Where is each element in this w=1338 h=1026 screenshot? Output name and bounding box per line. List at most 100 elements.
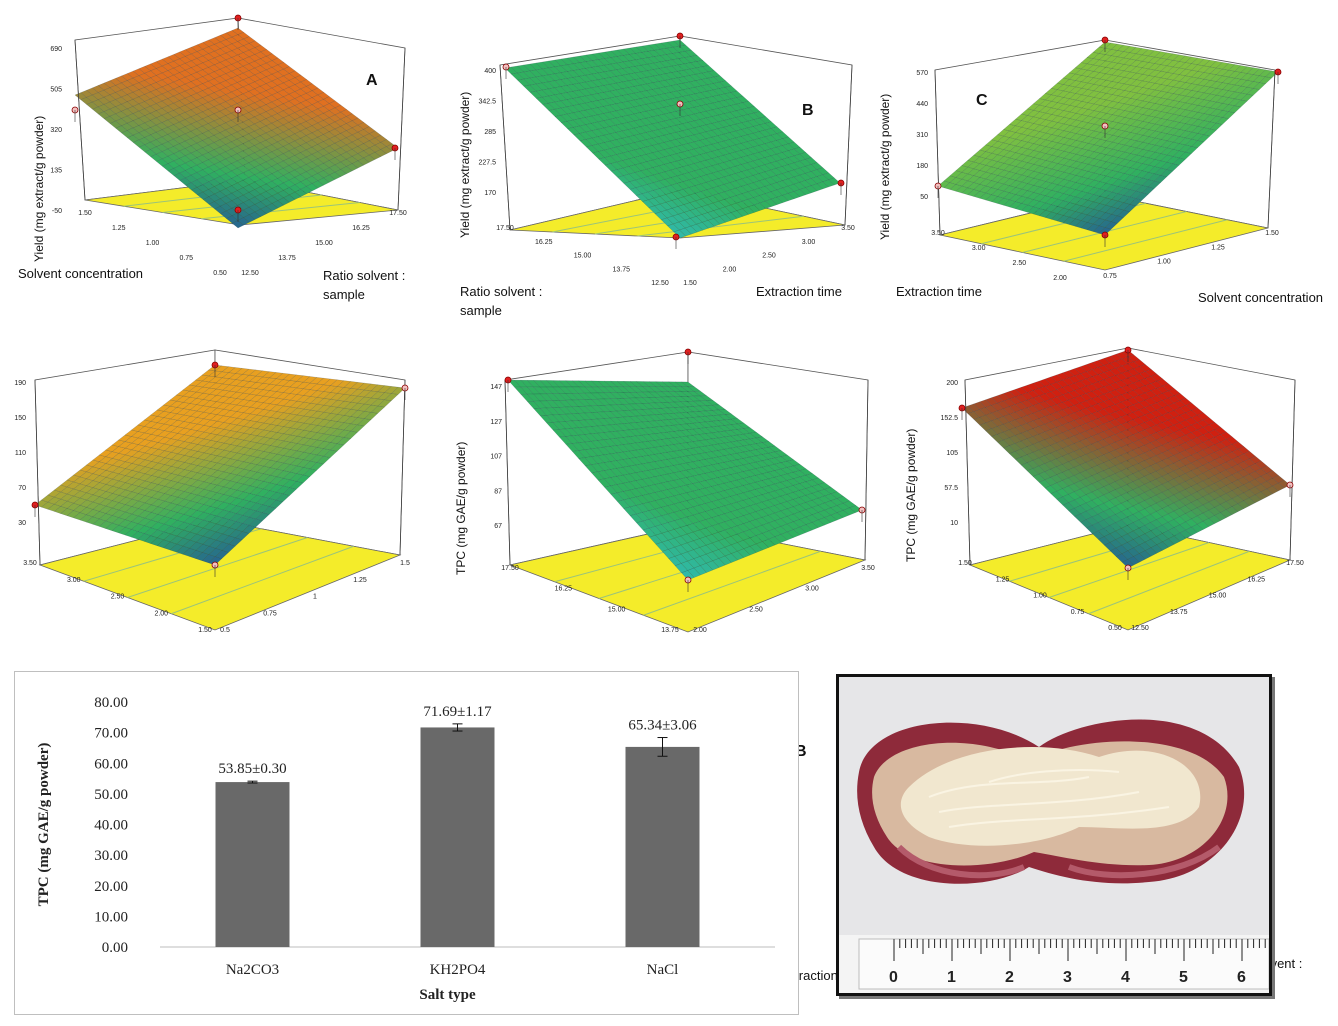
x-tick-label: 1.00 <box>1033 593 1047 600</box>
z-tick-label: 440 <box>916 101 928 108</box>
data-label: 71.69±1.17 <box>423 704 492 720</box>
z-tick-label: 70 <box>18 485 26 492</box>
y-tick-label: 0.75 <box>1103 273 1117 280</box>
x-tick-label: 15.00 <box>574 253 592 260</box>
z-tick-label: 57.5 <box>944 485 958 492</box>
surface-plot-svg: 200 152.5 105 57.5 10 1.50 1.25 1.00 0.75 0.50 17.… <box>940 346 1304 632</box>
y-tick-label: 0.00 <box>102 940 128 956</box>
right-axis-label: Solvent concentration <box>1198 290 1324 305</box>
left-axis-label: Ratio solvent :sample <box>460 284 543 318</box>
y-tick-label: 3.00 <box>802 239 816 246</box>
x-tick-label: 13.75 <box>612 266 630 273</box>
response-surface <box>961 349 1291 569</box>
panel-letter: B <box>795 743 807 760</box>
z-tick-label: 50 <box>920 194 928 201</box>
ruler-number: 6 <box>1237 969 1246 986</box>
x-tick-label: 2.50 <box>1013 260 1027 267</box>
left-axis-label: Solvent concentration <box>18 266 144 281</box>
z-tick-label: 30 <box>18 520 26 527</box>
surface-plot-bottom-a: 190 150 110 70 30 3.50 3.00 2.50 2.00 1.50 1.5 1.25… <box>0 335 440 975</box>
surface-plot-top-c: 570 440 310 180 50 3.50 3.00 2.50 2.00 1.50 1.25 1.… <box>878 0 1338 320</box>
y-tick-label: 1 <box>313 594 317 601</box>
y-tick-label: 0.5 <box>220 627 230 634</box>
x-tick-label: 1.25 <box>112 225 126 232</box>
surface-plot-svg: 690 505 320 135 -50 1.50 1.25 1.00 0.75 0.50 17.50… <box>50 14 407 277</box>
z-axis-label: TPC (mg GAE/g powder) <box>454 441 468 575</box>
response-surface <box>34 364 406 566</box>
bar <box>625 746 700 947</box>
z-tick-label: 400 <box>484 68 496 75</box>
response-surface <box>507 379 863 581</box>
z-tick-label: 180 <box>916 163 928 170</box>
y-tick-label: 60.00 <box>94 756 128 772</box>
x-tick-label: 3.50 <box>23 560 37 567</box>
data-label: 53.85±0.30 <box>218 761 286 777</box>
z-tick-label: 110 <box>15 450 26 457</box>
x-tick-label: 0.50 <box>213 270 227 277</box>
y-tick-label: 2.50 <box>762 253 776 260</box>
z-tick-label: 147 <box>490 384 502 391</box>
y-tick-label: 17.50 <box>389 210 407 217</box>
x-tick-label: 17.50 <box>501 565 519 572</box>
y-tick-label: 0.75 <box>263 610 277 617</box>
z-tick-label: 190 <box>14 380 26 387</box>
y-tick-label: 12.50 <box>241 270 259 277</box>
ruler-number: 2 <box>1005 969 1014 986</box>
error-bar <box>452 723 463 732</box>
x-tick-label: 1.50 <box>198 627 212 634</box>
panel-letter: B <box>802 102 814 119</box>
category-label: KH2PO4 <box>430 962 486 978</box>
z-tick-label: 87 <box>494 488 502 495</box>
right-axis-label: Extraction time <box>756 284 842 299</box>
z-tick-label: 310 <box>916 132 928 139</box>
surface-plot-top-a: 690 505 320 135 -50 1.50 1.25 1.00 0.75 0.50 17.50… <box>0 0 440 320</box>
x-tick-label: 1.25 <box>996 576 1010 583</box>
surface-plot-svg: 190 150 110 70 30 3.50 3.00 2.50 2.00 1.50 1.5 1.25… <box>14 349 410 634</box>
y-tick-label: 12.50 <box>1131 625 1149 632</box>
x-tick-label: 3.00 <box>67 577 81 584</box>
x-tick-label: 0.50 <box>1108 625 1122 632</box>
response-surface <box>504 39 841 239</box>
response-surface <box>74 27 399 229</box>
x-tick-label: 0.75 <box>1071 609 1085 616</box>
z-tick-label: 505 <box>50 87 62 94</box>
y-axis-label: TPC (mg GAE/g powder) <box>36 743 52 907</box>
y-tick-label: 2.50 <box>749 606 763 613</box>
surface-plot-svg: 147 127 107 87 67 17.50 16.25 15.00 13.75 3.50 3.0… <box>490 348 875 634</box>
bar <box>420 727 495 947</box>
y-tick-label: 1.00 <box>1157 259 1171 266</box>
y-tick-label: 50.00 <box>94 787 128 803</box>
x-tick-label: 16.25 <box>535 239 553 246</box>
y-tick-label: 13.75 <box>1170 609 1188 616</box>
category-label: NaCl <box>647 962 679 978</box>
x-tick-label: 1.50 <box>78 210 92 217</box>
z-axis-label: TPC (mg GAE/g powder) <box>904 428 918 562</box>
category-label: Na2CO3 <box>226 962 279 978</box>
bar <box>215 782 290 947</box>
z-tick-label: -50 <box>52 208 62 215</box>
y-tick-label: 3.50 <box>861 565 875 572</box>
z-tick-label: 285 <box>484 129 496 136</box>
z-tick-label: 690 <box>50 46 62 53</box>
z-tick-label: 127 <box>490 419 502 426</box>
x-tick-label: 2.50 <box>111 594 125 601</box>
z-tick-label: 570 <box>916 70 928 77</box>
y-tick-label: 70.00 <box>94 726 128 742</box>
y-tick-label: 40.00 <box>94 818 128 834</box>
y-tick-label: 1.25 <box>1211 244 1225 251</box>
x-tick-label: 0.75 <box>179 255 193 262</box>
left-axis-label: Extraction time <box>896 284 982 299</box>
y-tick-label: 20.00 <box>94 879 128 895</box>
y-tick-label: 2.00 <box>693 627 707 634</box>
x-tick-label: 3.50 <box>931 230 945 237</box>
y-tick-label: 13.75 <box>278 255 296 262</box>
panel-letter: A <box>366 72 378 89</box>
y-tick-label: 1.50 <box>683 280 697 287</box>
x-tick-label: 15.00 <box>608 606 626 613</box>
surface-plot-bottom-b: 147 127 107 87 67 17.50 16.25 15.00 13.75 3.50 3.0… <box>440 335 880 999</box>
z-tick-label: 342.5 <box>478 99 496 106</box>
ruler-number: 5 <box>1179 969 1188 986</box>
ruler-number: 1 <box>947 969 956 986</box>
z-tick-label: 67 <box>494 523 502 530</box>
y-tick-label: 1.5 <box>400 560 410 567</box>
